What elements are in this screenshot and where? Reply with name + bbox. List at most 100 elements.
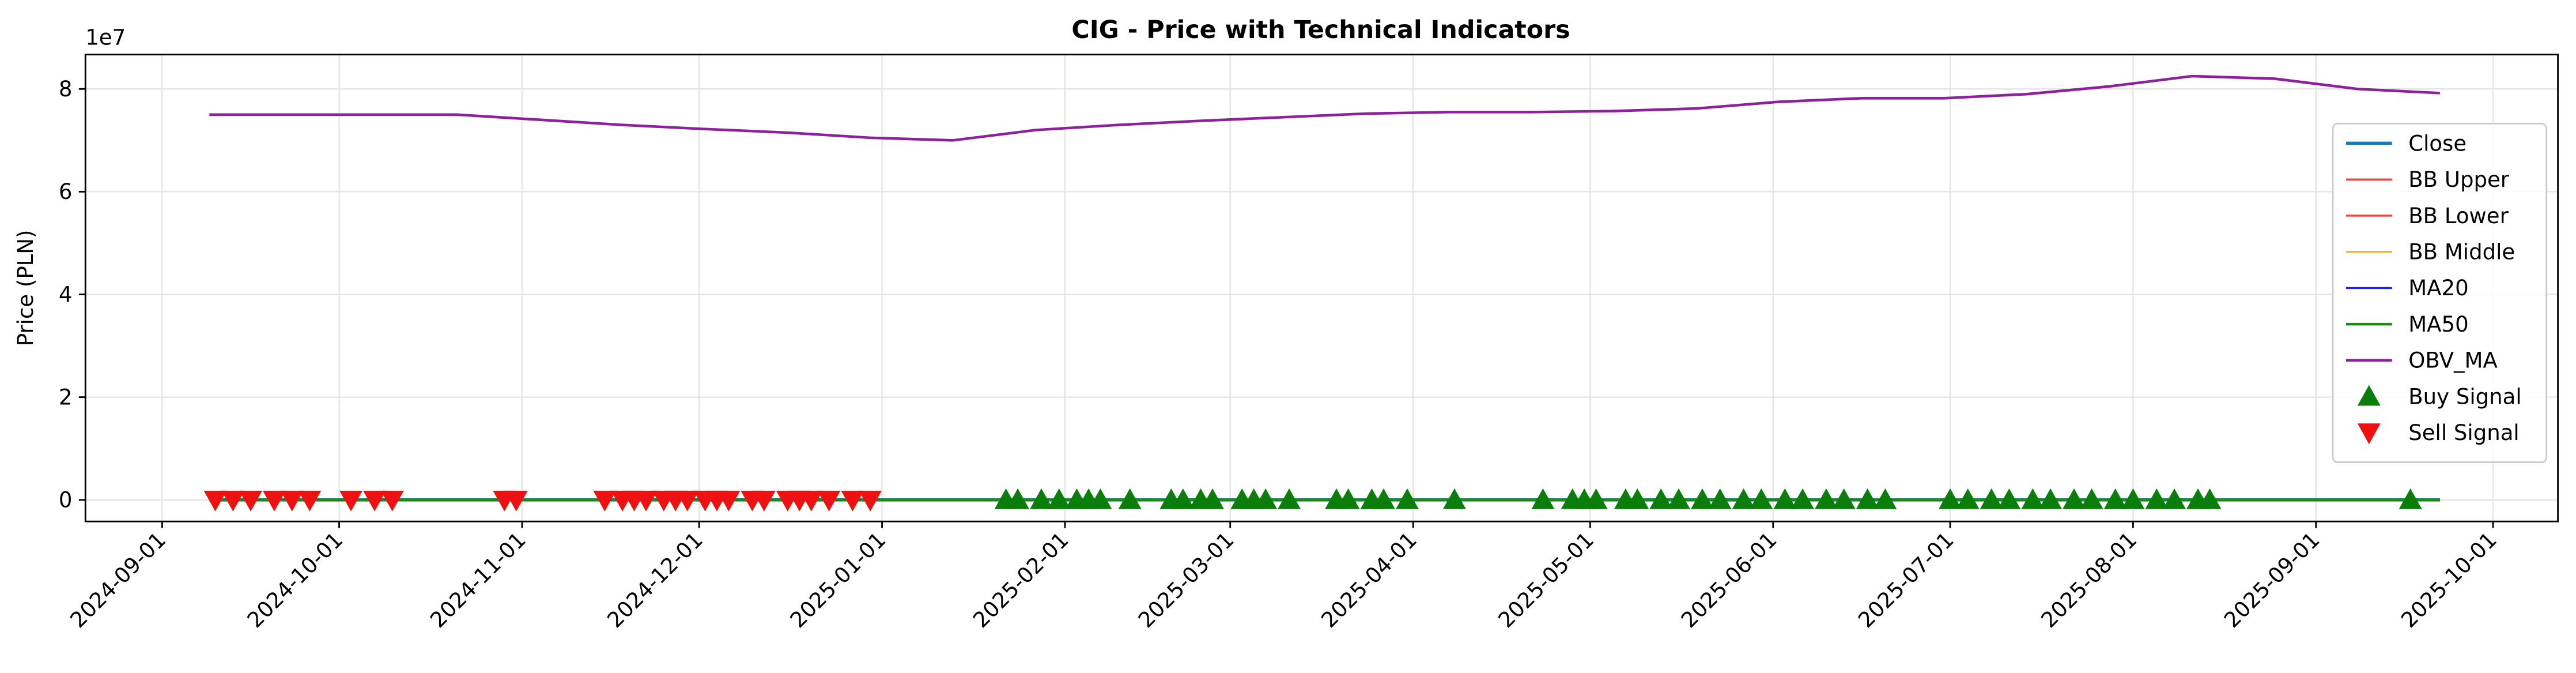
plot-frame xyxy=(84,54,2559,522)
signal-marker xyxy=(752,490,776,512)
signal-marker xyxy=(280,490,304,512)
signal-marker xyxy=(1254,488,1278,509)
x-tick-label: 2025-09-01 xyxy=(2219,527,2325,633)
legend-box xyxy=(2332,122,2548,464)
signal-marker xyxy=(1667,488,1690,509)
x-tick-label: 2025-05-01 xyxy=(1494,527,1599,633)
signal-marker xyxy=(221,490,245,512)
signal-marker xyxy=(262,490,286,512)
signal-marker xyxy=(1372,488,1395,509)
signal-marker xyxy=(1690,488,1714,509)
signal-marker xyxy=(2039,488,2062,509)
legend-swatch xyxy=(2357,423,2381,445)
legend-label: BB Upper xyxy=(2408,167,2510,192)
signal-marker xyxy=(1814,488,1838,509)
signal-marker xyxy=(1939,488,1962,509)
signal-marker xyxy=(2198,488,2222,509)
signal-marker xyxy=(1708,488,1732,509)
signal-marker xyxy=(1832,488,1856,509)
signal-marker xyxy=(1874,488,1897,509)
x-tick-label: 2025-04-01 xyxy=(1316,527,1422,633)
x-tick-label: 2025-07-01 xyxy=(1853,527,1959,633)
signal-marker xyxy=(2063,488,2086,509)
signal-marker xyxy=(1626,488,1649,509)
legend-label: Sell Signal xyxy=(2408,420,2519,445)
signal-marker xyxy=(380,490,404,512)
signal-marker xyxy=(1201,488,1224,509)
legend-swatch xyxy=(2357,385,2381,406)
series-line xyxy=(209,74,2440,142)
signal-marker xyxy=(1336,488,1360,509)
signal-marker xyxy=(2021,488,2045,509)
signal-marker xyxy=(2163,488,2186,509)
signal-marker xyxy=(841,490,864,512)
x-tick-label: 2024-10-01 xyxy=(243,527,348,633)
signal-marker xyxy=(1047,488,1071,509)
signal-marker xyxy=(1856,488,1879,509)
signal-marker xyxy=(1171,488,1195,509)
y-tick-label: 2 xyxy=(59,385,73,409)
y-tick-label: 4 xyxy=(59,282,73,307)
signal-marker xyxy=(1584,488,1608,509)
legend-label: MA50 xyxy=(2408,312,2468,337)
signal-marker xyxy=(1791,488,1814,509)
legend-label: BB Lower xyxy=(2408,204,2509,228)
x-tick-label: 2024-09-01 xyxy=(66,527,171,633)
signal-marker xyxy=(2145,488,2169,509)
y-tick-label: 8 xyxy=(59,77,73,101)
legend-label: Buy Signal xyxy=(2408,384,2521,409)
signal-marker xyxy=(593,490,617,512)
x-tick-label: 2024-12-01 xyxy=(602,527,708,633)
x-tick-label: 2025-01-01 xyxy=(785,527,891,633)
signal-marker xyxy=(799,490,823,512)
signal-marker xyxy=(1395,488,1419,509)
chart-title: CIG - Price with Technical Indicators xyxy=(1071,16,1570,44)
signal-marker xyxy=(817,490,841,512)
signal-marker xyxy=(239,490,262,512)
signal-marker xyxy=(1773,488,1797,509)
legend-label: BB Middle xyxy=(2408,240,2515,265)
signal-marker xyxy=(1030,488,1053,509)
x-tick-label: 2024-11-01 xyxy=(425,527,531,633)
signal-marker xyxy=(717,490,741,512)
signal-marker xyxy=(2399,488,2422,509)
signal-marker xyxy=(1732,488,1755,509)
legend-label: OBV_MA xyxy=(2408,348,2498,373)
signal-marker xyxy=(363,490,386,512)
signal-marker xyxy=(634,490,658,512)
y-tick-label: 0 xyxy=(59,488,73,513)
signal-marker xyxy=(675,490,699,512)
signal-marker xyxy=(1278,488,1301,509)
signal-marker xyxy=(1531,488,1555,509)
x-tick-label: 2025-02-01 xyxy=(968,527,1074,633)
signal-marker xyxy=(1006,488,1030,509)
signal-marker xyxy=(298,490,322,512)
legend: Close BB Upper BB Lower BB Middle MA20 MA50 OB… xyxy=(2332,122,2548,464)
x-tick-label: 2025-10-01 xyxy=(2396,527,2502,633)
x-tick-label: 2025-03-01 xyxy=(1134,527,1239,633)
signal-marker xyxy=(2121,488,2145,509)
x-tick-label: 2025-08-01 xyxy=(2037,527,2142,633)
signal-marker xyxy=(1118,488,1142,509)
signal-marker xyxy=(1997,488,2021,509)
signal-marker xyxy=(2080,488,2103,509)
y-axis-label: Price (PLN) xyxy=(13,230,38,347)
legend-label: Close xyxy=(2408,131,2467,156)
signal-marker xyxy=(859,490,882,512)
signal-marker xyxy=(1956,488,1980,509)
signal-marker xyxy=(1750,488,1773,509)
signal-marker xyxy=(2103,488,2127,509)
signal-marker xyxy=(203,490,227,512)
x-tick-label: 2025-06-01 xyxy=(1676,527,1782,633)
signal-marker xyxy=(1089,488,1112,509)
y-tick-label: 6 xyxy=(59,179,73,204)
legend-label: MA20 xyxy=(2408,276,2468,300)
signal-marker xyxy=(1649,488,1673,509)
signal-marker xyxy=(504,490,528,512)
y-offset-label: 1e7 xyxy=(85,25,126,50)
signal-marker xyxy=(339,490,362,512)
signal-marker xyxy=(1442,488,1466,509)
signal-marker xyxy=(1980,488,2003,509)
